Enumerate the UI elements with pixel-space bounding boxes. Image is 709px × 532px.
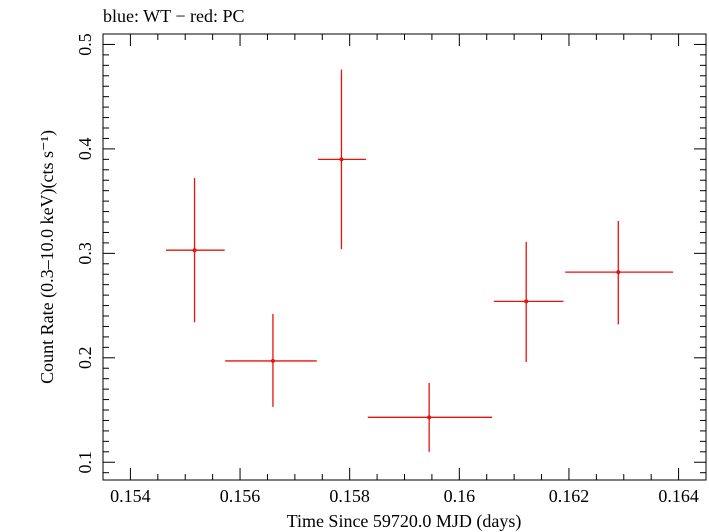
x-tick-label: 0.158 xyxy=(329,486,370,506)
y-axis-label: Count Rate (0.3–10.0 keV)(cts s⁻¹) xyxy=(37,130,58,384)
data-point xyxy=(317,69,367,250)
x-axis-label: Time Since 59720.0 MJD (days) xyxy=(287,511,522,532)
data-point xyxy=(493,241,564,362)
axis-ticks xyxy=(102,33,707,480)
point-marker xyxy=(524,299,529,304)
chart-title: blue: WT − red: PC xyxy=(103,6,244,26)
x-tick-label: 0.164 xyxy=(658,486,699,506)
data-point xyxy=(166,178,225,323)
x-tick-label: 0.16 xyxy=(444,486,476,506)
point-marker xyxy=(616,270,621,275)
x-tick-label: 0.154 xyxy=(110,486,151,506)
y-tick-label: 0.2 xyxy=(75,347,95,370)
data-points xyxy=(166,69,674,452)
data-point xyxy=(367,382,493,452)
x-tick-label: 0.156 xyxy=(220,486,261,506)
y-tick-label: 0.3 xyxy=(75,242,95,265)
y-tick-label: 0.5 xyxy=(75,33,95,56)
point-marker xyxy=(270,358,275,363)
y-tick-label: 0.4 xyxy=(75,138,95,161)
data-point xyxy=(225,313,317,407)
y-tick-label: 0.1 xyxy=(75,451,95,474)
point-marker xyxy=(192,248,197,253)
point-marker xyxy=(427,415,432,420)
x-tick-labels: 0.154 0.156 0.158 0.16 0.162 0.164 xyxy=(110,486,699,506)
point-marker xyxy=(339,157,344,162)
y-tick-labels: 0.1 0.2 0.3 0.4 0.5 xyxy=(75,33,95,473)
data-point xyxy=(565,220,674,325)
x-tick-label: 0.162 xyxy=(549,486,590,506)
